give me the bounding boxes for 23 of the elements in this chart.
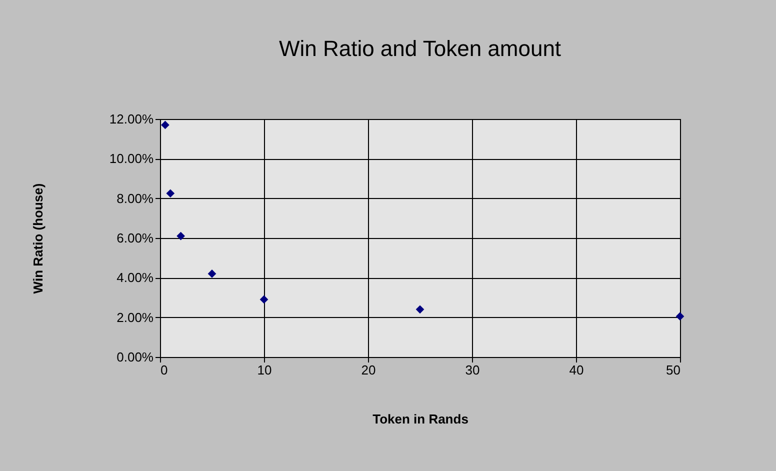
y-tick-label: 12.00%: [109, 112, 154, 126]
y-tick-label: 0.00%: [116, 350, 154, 364]
x-tick-label: 50: [666, 362, 680, 378]
x-tick-label: 20: [361, 362, 376, 378]
chart-title: Win Ratio and Token amount: [278, 36, 562, 61]
y-tick-label: 4.00%: [116, 270, 154, 286]
x-tick-label: 0: [160, 362, 168, 378]
x-tick-label: 40: [569, 362, 584, 378]
y-tick-label: 8.00%: [116, 190, 154, 206]
point: [161, 120, 170, 130]
point: [166, 189, 175, 198]
y-tick-label: 6.00%: [116, 230, 154, 246]
point: [260, 295, 268, 304]
point: [208, 270, 216, 278]
x-axis-title: Token in Rands: [372, 412, 468, 426]
y-axis-title: Win Ratio (house): [30, 183, 46, 294]
y-tick-label: 10.00%: [109, 151, 154, 166]
point: [176, 232, 185, 240]
x-tick-label: 10: [257, 362, 272, 378]
point: [416, 305, 424, 314]
y-tick-label: 2.00%: [116, 310, 154, 325]
x-tick-label: 30: [465, 362, 480, 378]
point: [676, 312, 684, 321]
